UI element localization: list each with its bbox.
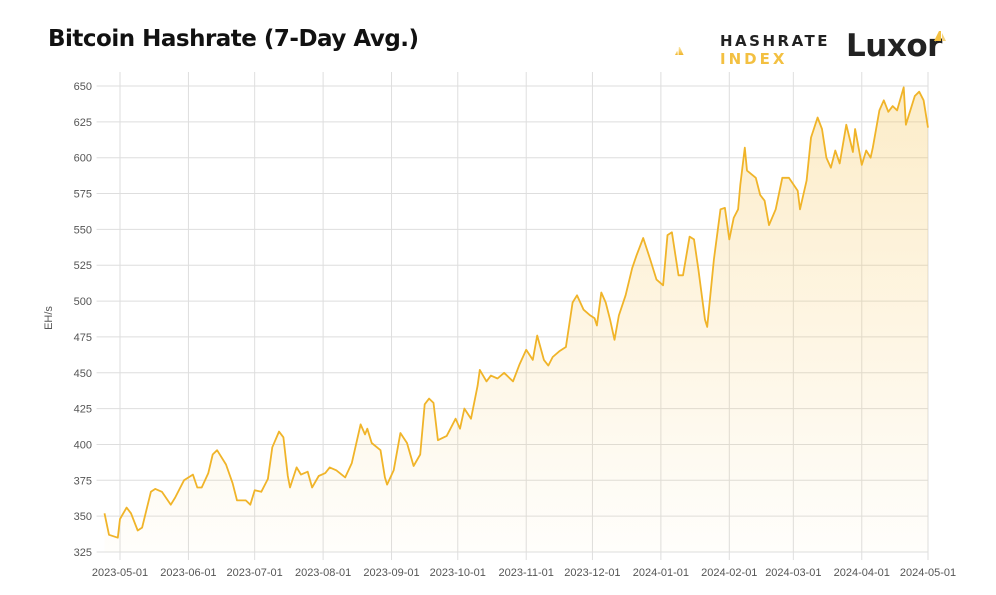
hashrate-area	[104, 87, 928, 553]
y-axis-label: EH/s	[43, 306, 55, 330]
chart-title: Bitcoin Hashrate (7-Day Avg.)	[48, 26, 419, 52]
y-tick-label: 550	[74, 224, 92, 236]
x-tick-label: 2024-01-01	[633, 567, 689, 579]
x-tick-label: 2023-10-01	[430, 567, 486, 579]
y-tick-label: 425	[74, 404, 92, 416]
x-tick-label: 2024-03-01	[765, 567, 821, 579]
y-tick-label: 400	[74, 439, 92, 451]
luxor-logo-icon	[934, 31, 946, 41]
y-tick-label: 525	[74, 260, 92, 272]
y-tick-label: 650	[74, 81, 92, 93]
y-tick-label: 600	[74, 153, 92, 165]
luxor-logo: Luxor	[846, 28, 942, 64]
x-tick-label: 2023-05-01	[92, 567, 148, 579]
y-tick-label: 575	[74, 189, 92, 201]
hashrate-index-logo-icon	[675, 47, 684, 55]
y-tick-label: 375	[74, 475, 92, 487]
y-tick-label: 350	[74, 511, 92, 523]
hashrate-line	[103, 86, 929, 539]
y-tick-label: 500	[74, 296, 92, 308]
x-tick-label: 2024-02-01	[701, 567, 757, 579]
x-tick-label: 2024-04-01	[834, 567, 890, 579]
x-tick-label: 2024-05-01	[900, 567, 956, 579]
x-tick-label: 2023-08-01	[295, 567, 351, 579]
y-tick-label: 325	[74, 547, 92, 559]
y-tick-label: 450	[74, 368, 92, 380]
x-tick-label: 2023-09-01	[363, 567, 419, 579]
x-tick-label: 2023-07-01	[227, 567, 283, 579]
x-tick-label: 2023-06-01	[160, 567, 216, 579]
y-tick-label: 625	[74, 117, 92, 129]
x-tick-label: 2023-12-01	[564, 567, 620, 579]
hashrate-index-logo-text-index: INDEX	[720, 50, 788, 68]
hashrate-index-logo-text: HASHRATE	[720, 32, 830, 50]
y-tick-label: 475	[74, 332, 92, 344]
x-tick-label: 2023-11-01	[498, 567, 553, 579]
